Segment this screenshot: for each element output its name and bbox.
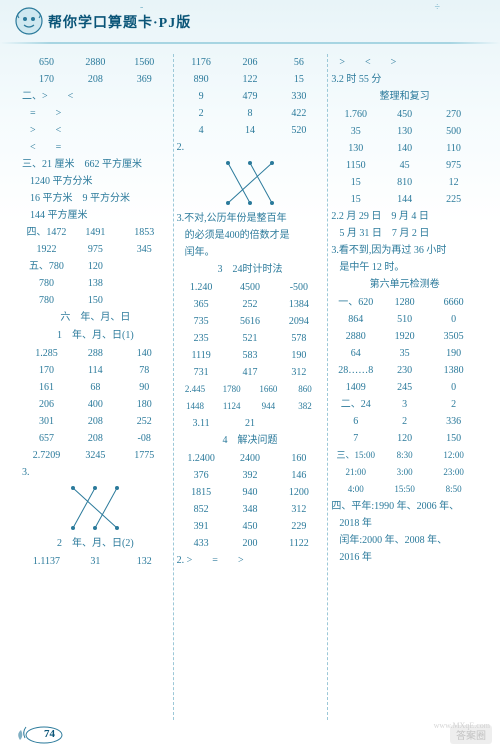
answer-line: 3.不对,公历年份是整百年 [177,210,324,227]
answer-line: 四、平年:1990 年、2006 年、 [331,498,478,515]
table-row: 三、15:008:3012:00 [331,447,478,464]
table-row: 89012215 [177,71,324,88]
table-row: 1.760450270 [331,106,478,123]
table-row: 35130500 [331,123,478,140]
table-row: 18159401200 [177,484,324,501]
section-heading: 整理和复习 [331,88,478,106]
watermark-badge: 答案圈 [450,725,492,744]
answer-line: 2016 年 [331,549,478,566]
table-row: 7120150 [331,430,478,447]
table-row: 115045975 [331,157,478,174]
answer-label: 3. [22,464,169,481]
table-row: 206400180 [22,396,169,413]
answer-line: 三、21 厘米 662 平方厘米 [22,156,169,173]
page-title: 帮你学口算题卡·PJ版 [48,12,500,32]
table-row: 780138 [22,275,169,292]
table-row: 852348312 [177,501,324,518]
table-row: 414520 [177,122,324,139]
table-row: 65028801560 [22,54,169,71]
table-row: 8645100 [331,311,478,328]
subsection-heading: 2 年、月、日(2) [22,535,169,553]
table-row: 四、147214911853 [22,224,169,241]
table-row: 1581012 [331,174,478,191]
table-row: 28422 [177,105,324,122]
table-row: 1616890 [22,379,169,396]
answer-line: 的必须是400的倍数才是 [177,227,324,244]
table-row: 28……82301380 [331,362,478,379]
decor-ops-left: - [140,2,193,13]
table-row: 117620656 [177,54,324,71]
table-row: 73556162094 [177,313,324,330]
page-number: 74 [44,728,55,740]
table-row: 4:0015:508:50 [331,481,478,498]
answer-line: 5 月 31 日 7 月 2 日 [331,225,478,242]
table-row: 二、2432 [331,396,478,413]
table-row: 3652521384 [177,296,324,313]
table-row: 376392146 [177,467,324,484]
answer-line: = > [22,105,169,122]
table-row: 780150 [22,292,169,309]
table-row: 130140110 [331,140,478,157]
table-row: 21:003:0023:00 [331,464,478,481]
table-row: 170208369 [22,71,169,88]
content-area: 65028801560 170208369 二、> < = > > < < = … [18,54,482,720]
answer-line: 16 平方米 9 平方分米 [22,190,169,207]
table-row: 1119583190 [177,347,324,364]
table-row: 657208-08 [22,430,169,447]
matching-diagram [220,158,280,208]
footer-ornament-icon [16,722,66,744]
table-row: 1.2404500-500 [177,279,324,296]
mascot-icon [14,6,44,36]
table-row: 2.720932451775 [22,447,169,464]
table-row: 4332001122 [177,535,324,552]
matching-diagram [65,483,125,533]
answer-line: > < [22,122,169,139]
table-row: 9479330 [177,88,324,105]
table-row: 17011478 [22,362,169,379]
table-row: 1.113731132 [22,553,169,570]
answer-line: 闰年:2000 年、2008 年、 [331,532,478,549]
table-row: 301208252 [22,413,169,430]
table-row: 391450229 [177,518,324,535]
answer-label: 2. [177,139,324,156]
table-row: 五、780120 [22,258,169,275]
table-row: 235521578 [177,330,324,347]
table-row: 3.1121 [177,415,324,432]
answer-line: 2018 年 [331,515,478,532]
header-rule [0,42,500,44]
table-row: 2.44517801660860 [177,381,324,398]
column-3: > < > 3.2 时 55 分 整理和复习 1.760450270 35130… [327,54,482,720]
answer-line: < = [22,139,169,156]
answer-line: 二、> < [22,88,169,105]
table-row: 731417312 [177,364,324,381]
table-row: 1922975345 [22,241,169,258]
table-row: 288019203505 [331,328,478,345]
table-row: 6435190 [331,345,478,362]
answer-line: 闰年。 [177,244,324,261]
section-heading: 第六单元检测卷 [331,276,478,294]
table-row: 14481124944382 [177,398,324,415]
answer-line: 是中午 12 时。 [331,259,478,276]
answer-line: 3.2 时 55 分 [331,71,478,88]
table-row: 1.285288140 [22,345,169,362]
section-heading: 4 解决问题 [177,432,324,450]
answer-line: 3.看不到,因为再过 36 小时 [331,242,478,259]
table-row: 15144225 [331,191,478,208]
table-row: 14092450 [331,379,478,396]
subsection-heading: 1 年、月、日(1) [22,327,169,345]
answer-line: 1240 平方分米 [22,173,169,190]
answer-line: 2.2 月 29 日 9 月 4 日 [331,208,478,225]
table-row: 1.24002400160 [177,450,324,467]
section-heading: 六 年、月、日 [22,309,169,327]
table-row: 62336 [331,413,478,430]
answer-line: > < > [331,54,478,71]
table-row: 一、62012806660 [331,294,478,311]
answer-line: 144 平方厘米 [22,207,169,224]
column-2: 117620656 89012215 9479330 28422 414520 … [173,54,328,720]
decor-ops-right: ÷ [435,2,471,13]
column-1: 65028801560 170208369 二、> < = > > < < = … [18,54,173,720]
answer-line: 2. > = > [177,552,324,569]
section-heading: 3 24时计时法 [177,261,324,279]
